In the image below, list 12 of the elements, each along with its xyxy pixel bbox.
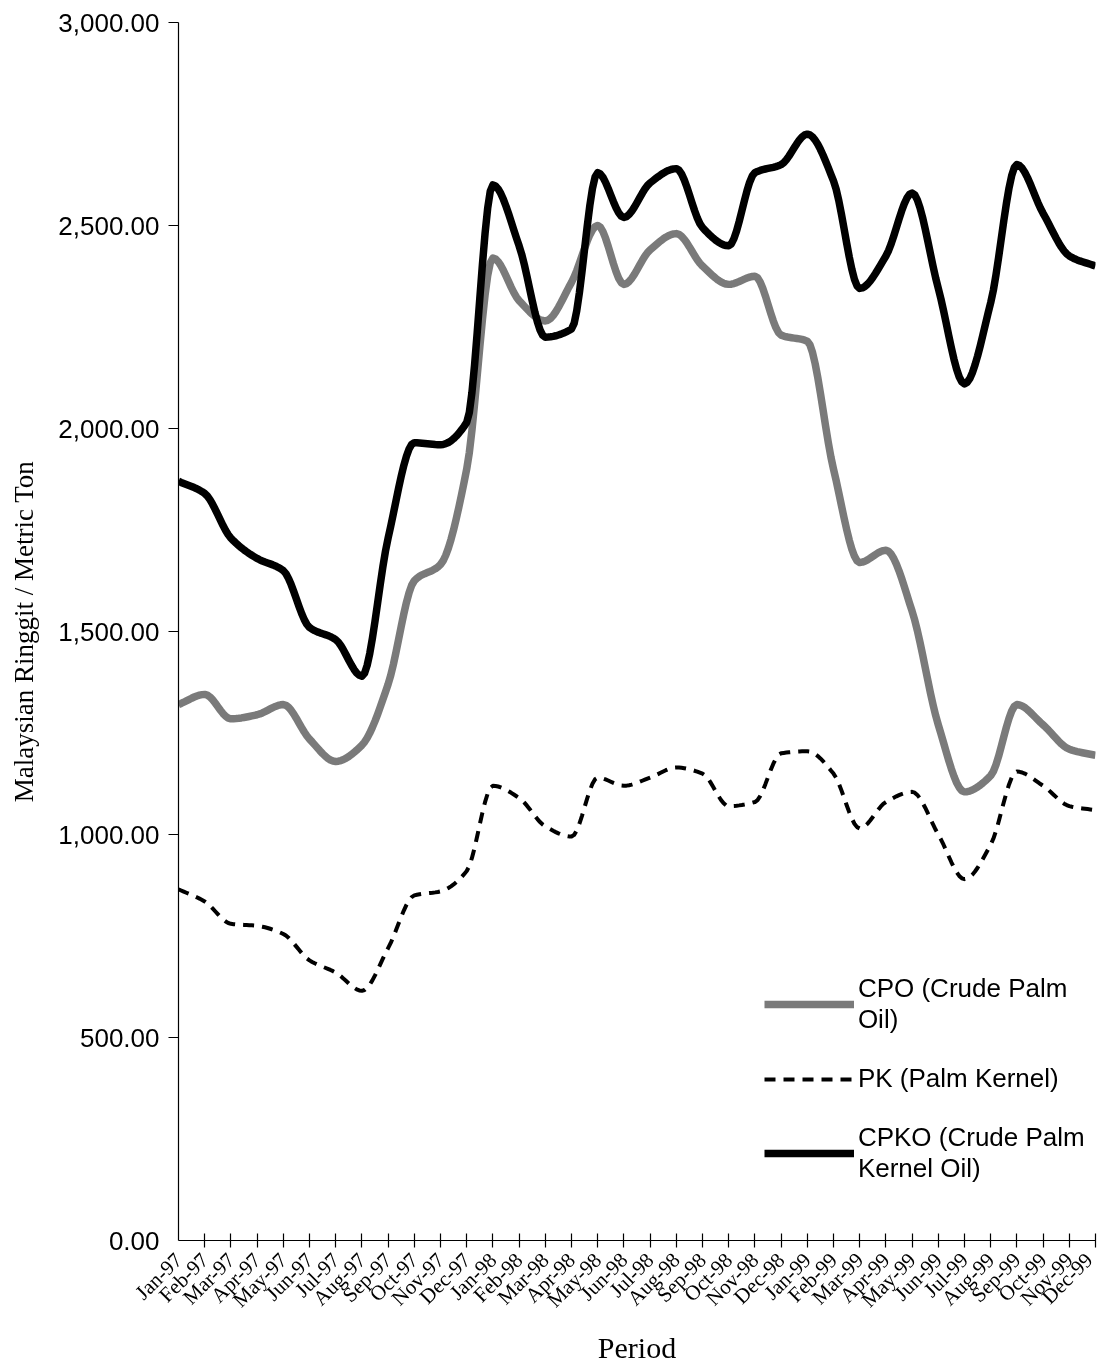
- x-axis-title: Period: [597, 1331, 677, 1365]
- legend-label: PK (Palm Kernel): [857, 1063, 1059, 1094]
- y-axis-title: Malaysian Ringgit / Metric Ton: [9, 460, 40, 803]
- y-tick-label: 1,000.00: [58, 819, 160, 850]
- legend-label: CPO (Crude Palm Oil): [857, 973, 1068, 1035]
- y-tick-label: 3,000.00: [58, 7, 160, 38]
- y-tick-label: 0.00: [108, 1225, 160, 1256]
- y-tick-label: 1,500.00: [58, 616, 160, 647]
- y-tick-label: 2,000.00: [58, 413, 160, 444]
- legend-label: CPKO (Crude Palm Kernel Oil): [857, 1122, 1085, 1184]
- y-tick-label: 2,500.00: [58, 210, 160, 241]
- y-tick-label: 500.00: [79, 1022, 160, 1053]
